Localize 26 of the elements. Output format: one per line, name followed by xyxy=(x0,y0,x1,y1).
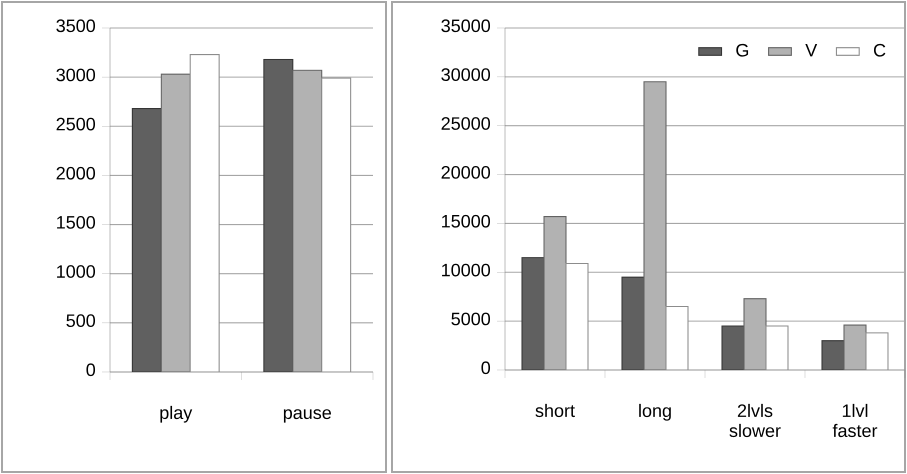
y-tick-label: 2000 xyxy=(56,166,96,180)
y-tick-label: 1500 xyxy=(57,216,96,229)
x-tick-label: 1lvl faster xyxy=(832,404,878,438)
y-tick-label: 35000 xyxy=(441,19,490,32)
bar xyxy=(843,324,867,370)
x-tick-label: 2lvls slower xyxy=(729,404,781,438)
y-tick-label: 2500 xyxy=(56,118,96,130)
y-tick-label: 0 xyxy=(481,361,490,374)
y-tick-label: 3500 xyxy=(56,19,96,32)
y-tick-label: 5000 xyxy=(451,312,490,326)
y-tick-label: 1000 xyxy=(57,265,96,278)
x-tick-label: long xyxy=(639,404,671,421)
y-tick-label: 500 xyxy=(66,314,96,328)
legend-label: G xyxy=(736,44,748,57)
y-tick-label: 20000 xyxy=(442,166,490,179)
legend-label: C xyxy=(874,44,886,57)
x-tick-label: pause xyxy=(284,409,331,423)
y-tick-label: 3000 xyxy=(56,68,96,82)
x-tick-label: play xyxy=(160,406,192,423)
x-tick-label: short xyxy=(535,404,575,418)
y-tick-label: 10000 xyxy=(442,264,490,276)
y-tick-label: 0 xyxy=(86,363,96,376)
legend-label: V xyxy=(805,44,818,56)
y-tick-label: 15000 xyxy=(442,214,490,228)
y-tick-label: 30000 xyxy=(441,68,490,82)
y-tick-label: 25000 xyxy=(442,117,490,130)
